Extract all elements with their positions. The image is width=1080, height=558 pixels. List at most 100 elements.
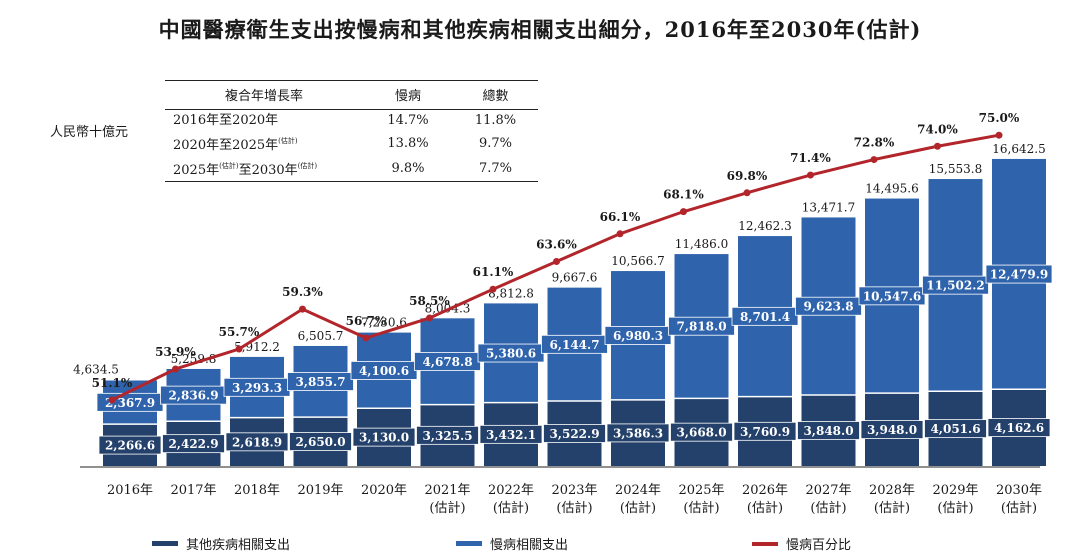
cagr-period: 2020年至2025年 [173, 138, 279, 153]
x-tick-year: 2025年 [678, 483, 724, 498]
x-tick-year: 2022年 [488, 483, 534, 498]
label-box-chronic [985, 264, 1053, 284]
cagr-row: 2016年至2020年 14.7% 11.8% [165, 110, 538, 132]
percent-label: 69.8% [727, 169, 768, 183]
percent-point [235, 345, 243, 353]
value-label-other: 3,432.1 [486, 428, 536, 442]
x-tick-year: 2030年 [996, 483, 1042, 498]
label-box-other [670, 422, 733, 442]
label-box-chronic [858, 286, 926, 306]
percent-label: 66.1% [600, 210, 641, 224]
value-label-chronic: 6,144.7 [549, 338, 599, 352]
label-box-other [479, 424, 543, 444]
x-tick-year: 2023年 [551, 483, 597, 498]
label-box-other [416, 425, 479, 445]
value-label-chronic: 11,502.2 [926, 279, 984, 293]
percent-point [299, 305, 306, 313]
percent-point [807, 171, 814, 179]
value-label-chronic: 3,855.7 [295, 375, 345, 389]
cagr-header-chronic: 慢病 [363, 80, 453, 110]
x-tick-estimate: (估計) [1001, 500, 1037, 516]
x-tick-estimate: (估計) [810, 500, 846, 516]
chart-title: 中國醫療衛生支出按慢病和其他疾病相關支出細分，2016年至2030年(估計) [158, 17, 922, 42]
percent-label: 74.0% [917, 122, 958, 136]
total-label: 4,634.5 [73, 362, 119, 376]
cagr-period: 2016年至2020年 [173, 113, 279, 128]
cagr-total: 7.7% [453, 156, 538, 182]
percent-point [362, 334, 370, 342]
label-box-other [162, 434, 225, 454]
value-label-other: 3,760.9 [740, 425, 790, 439]
value-label-chronic: 2,367.9 [105, 396, 155, 410]
x-tick-year: 2028年 [869, 483, 915, 498]
label-box-other [98, 435, 162, 455]
x-tick-year: 2024年 [615, 483, 661, 498]
x-tick-year: 2026年 [742, 483, 788, 498]
percent-label: 58.5% [409, 294, 450, 308]
percent-label: 72.8% [854, 136, 895, 150]
value-label-other: 3,948.0 [867, 423, 917, 437]
value-label-chronic: 8,701.4 [740, 310, 790, 324]
y-unit-label: 人民幣十億元 [50, 125, 129, 140]
percent-point [995, 131, 1003, 139]
value-label-other: 3,130.0 [359, 431, 409, 445]
value-label-other: 4,162.6 [994, 421, 1044, 435]
value-label-chronic: 7,818.0 [676, 320, 726, 334]
label-box-other [225, 432, 289, 452]
value-label-other: 4,051.6 [930, 422, 980, 436]
legend-label-chronic: 慢病相關支出 [490, 538, 569, 553]
label-box-chronic [731, 306, 799, 326]
total-label: 5,259.8 [171, 352, 217, 366]
label-box-chronic [287, 372, 354, 391]
value-label-other: 3,325.5 [422, 429, 472, 443]
x-tick-year: 2029年 [932, 483, 978, 498]
percent-label: 63.6% [536, 238, 577, 252]
x-tick-estimate: (估計) [429, 500, 465, 516]
x-tick-estimate: (估計) [620, 500, 656, 516]
label-box-chronic [795, 296, 862, 316]
legend-item-other: 其他疾病相關支出 [152, 534, 290, 553]
legend-item-chronic: 慢病相關支出 [456, 534, 568, 553]
value-label-other: 2,266.6 [105, 439, 155, 453]
value-label-other: 3,522.9 [549, 427, 599, 441]
total-label: 13,471.7 [802, 200, 855, 214]
percent-point [172, 365, 179, 373]
cagr-chronic: 14.7% [387, 113, 429, 128]
x-tick-year: 2017年 [170, 483, 216, 498]
percent-label: 61.1% [473, 265, 514, 279]
x-tick-estimate: (估計) [493, 500, 529, 516]
percent-label: 51.1% [92, 376, 133, 390]
value-label-chronic: 6,980.3 [613, 329, 663, 343]
percent-point [616, 230, 624, 238]
x-tick-year: 2016年 [107, 483, 153, 498]
x-tick-year: 2021年 [424, 483, 470, 498]
total-label: 7,230.6 [361, 316, 407, 330]
cagr-total: 11.8% [474, 113, 517, 128]
label-box-chronic [668, 316, 735, 336]
x-tick-year: 2020年 [361, 483, 407, 498]
value-label-chronic: 9,623.8 [803, 300, 853, 314]
x-tick-year: 2027年 [805, 483, 851, 498]
legend-item-percent: 慢病百分比 [752, 534, 851, 553]
cagr-total: 9.7% [478, 136, 513, 151]
value-label-chronic: 3,293.3 [232, 381, 282, 395]
value-label-other: 2,650.0 [295, 435, 345, 449]
x-tick-estimate: (估計) [556, 500, 592, 516]
estimate-note: (估計) [219, 162, 239, 170]
value-label-chronic: 12,479.9 [990, 268, 1048, 282]
cagr-period: 2025年 [173, 163, 220, 178]
value-label-chronic: 5,380.6 [486, 347, 536, 361]
percent-point [934, 142, 941, 150]
percent-point [743, 189, 751, 197]
percent-label: 71.4% [790, 151, 831, 165]
cagr-header-total: 總數 [453, 80, 538, 110]
label-box-other [543, 424, 606, 443]
percent-point [108, 396, 116, 404]
total-label: 15,553.8 [929, 162, 982, 176]
estimate-note: (估計) [278, 137, 298, 145]
cagr-row: 2020年至2025年(估計) 13.8% 9.7% [165, 131, 538, 156]
x-tick-estimate: (估計) [874, 500, 910, 516]
percent-label: 75.0% [979, 111, 1020, 125]
total-label: 9,667.6 [552, 271, 598, 285]
